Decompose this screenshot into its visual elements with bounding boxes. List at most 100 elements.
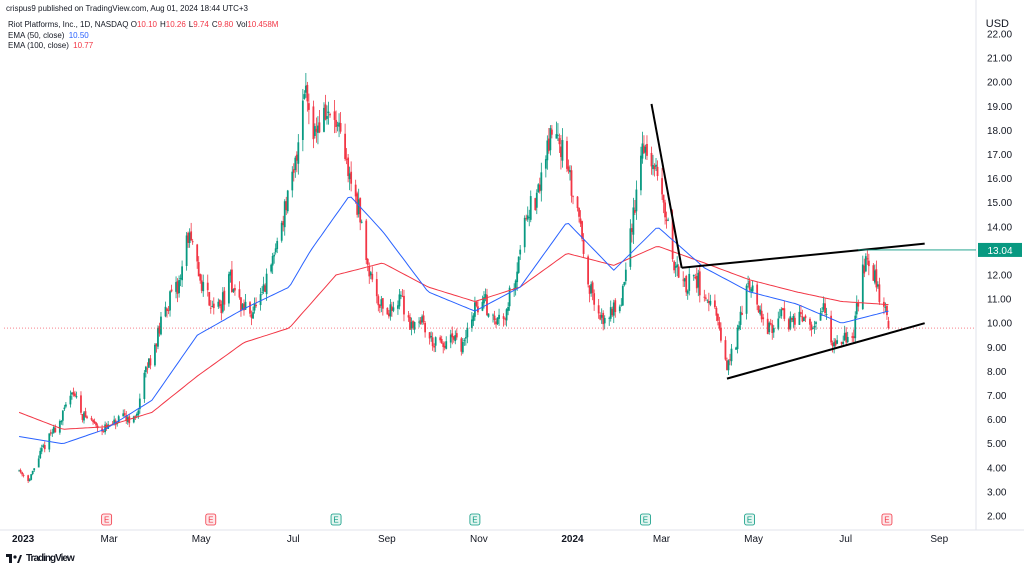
candle-body — [144, 366, 147, 373]
candle-body — [804, 315, 807, 319]
candle-body — [460, 338, 463, 352]
candle-body — [508, 287, 511, 307]
candle-body — [265, 273, 268, 295]
earnings-marker-label: E — [104, 516, 109, 525]
candle-body — [650, 152, 653, 167]
candle-body — [113, 419, 116, 425]
trend-line[interactable] — [726, 322, 925, 380]
ohlc-value: 9.80 — [217, 20, 234, 29]
candle-body — [646, 143, 648, 156]
candle-body — [75, 396, 78, 398]
candle-body — [703, 296, 706, 298]
trend-line[interactable] — [681, 242, 925, 269]
candle-body — [365, 220, 368, 260]
candle-body — [58, 421, 61, 433]
candle-body — [620, 304, 623, 306]
candle-body — [640, 155, 642, 191]
y-tick-label: 10.00 — [987, 319, 1012, 330]
x-tick-label: Sep — [930, 534, 948, 545]
candle-body — [872, 265, 875, 281]
candle-body — [845, 332, 848, 343]
candle-body — [667, 219, 669, 221]
earnings-marker-icon[interactable] — [101, 513, 113, 526]
candle-body — [695, 275, 698, 289]
candle-body — [71, 392, 73, 395]
candle-body — [409, 316, 411, 330]
candle-body — [276, 240, 279, 249]
candle-body — [569, 170, 571, 173]
earnings-marker-icon[interactable] — [205, 513, 217, 526]
earnings-marker-icon[interactable] — [881, 513, 893, 526]
candle-body — [191, 241, 194, 243]
y-tick-label: 15.00 — [987, 198, 1012, 209]
earnings-marker-icon[interactable] — [744, 513, 756, 526]
candle-body — [440, 339, 443, 344]
candle-body — [588, 285, 591, 294]
ema50-value: 10.50 — [68, 30, 89, 40]
candle-body — [713, 300, 716, 308]
candle-body — [738, 325, 740, 329]
candle-body — [318, 122, 321, 133]
candle-body — [63, 407, 66, 410]
candle-body — [431, 337, 434, 347]
candle-body — [730, 348, 733, 362]
candle-body — [360, 221, 363, 223]
tradingview-wordmark: TradingView — [26, 553, 75, 564]
candle-body — [155, 343, 158, 347]
candle-body — [745, 285, 748, 314]
earnings-marker-label: E — [643, 516, 648, 525]
candle-body — [855, 303, 858, 315]
candle-body — [143, 372, 146, 400]
candle-body — [335, 119, 337, 127]
candle-body — [386, 307, 389, 315]
candle-body — [720, 327, 722, 341]
candle-body — [523, 217, 526, 248]
candle-body — [736, 327, 739, 350]
candle-body — [83, 412, 85, 421]
candle-body — [220, 304, 223, 314]
y-tick-label: 3.00 — [987, 487, 1007, 498]
candle-body — [724, 340, 727, 360]
earnings-marker-icon[interactable] — [640, 513, 651, 526]
currency-label[interactable]: USD — [985, 18, 1009, 30]
candle-body — [18, 470, 20, 472]
ema100-row[interactable]: EMA (100, close) 10.77 — [8, 41, 281, 52]
candle-body — [581, 221, 583, 239]
candle-body — [529, 196, 532, 220]
candle-body — [876, 284, 879, 287]
candle-body — [576, 196, 579, 209]
candle-body — [875, 269, 878, 288]
candle-body — [780, 309, 783, 317]
candle-body — [547, 138, 550, 152]
candle-body — [170, 289, 173, 292]
candle-body — [329, 113, 331, 116]
candle-body — [484, 294, 487, 298]
candle-body — [825, 314, 828, 315]
footer-brand[interactable]: TradingView — [6, 553, 75, 564]
candle-body — [683, 278, 686, 282]
earnings-marker-icon[interactable] — [330, 513, 342, 526]
candle-body — [137, 410, 140, 415]
candle-body — [801, 316, 804, 322]
candle-body — [822, 303, 825, 310]
ema50-row[interactable]: EMA (50, close) 10.50 — [8, 31, 281, 42]
candle-body — [21, 472, 24, 475]
candle-body — [84, 411, 87, 417]
symbol-name[interactable]: Riot Platforms, Inc., 1D, NASDAQ — [8, 20, 129, 29]
candle-body — [49, 432, 52, 434]
trend-line[interactable] — [650, 103, 683, 268]
candle-body — [147, 358, 150, 368]
y-tick-label: 22.00 — [987, 30, 1012, 41]
candle-body — [37, 458, 40, 468]
y-tick-label: 9.00 — [987, 343, 1007, 354]
candle-body — [793, 317, 796, 325]
ohlc-key: Vol — [236, 20, 248, 29]
candle-body — [493, 315, 496, 321]
earnings-marker-icon[interactable] — [469, 513, 481, 526]
candle-body — [707, 300, 710, 304]
candle-body — [252, 312, 254, 319]
candle-body — [166, 308, 168, 311]
candle-body — [199, 274, 202, 281]
candle-body — [306, 84, 309, 102]
